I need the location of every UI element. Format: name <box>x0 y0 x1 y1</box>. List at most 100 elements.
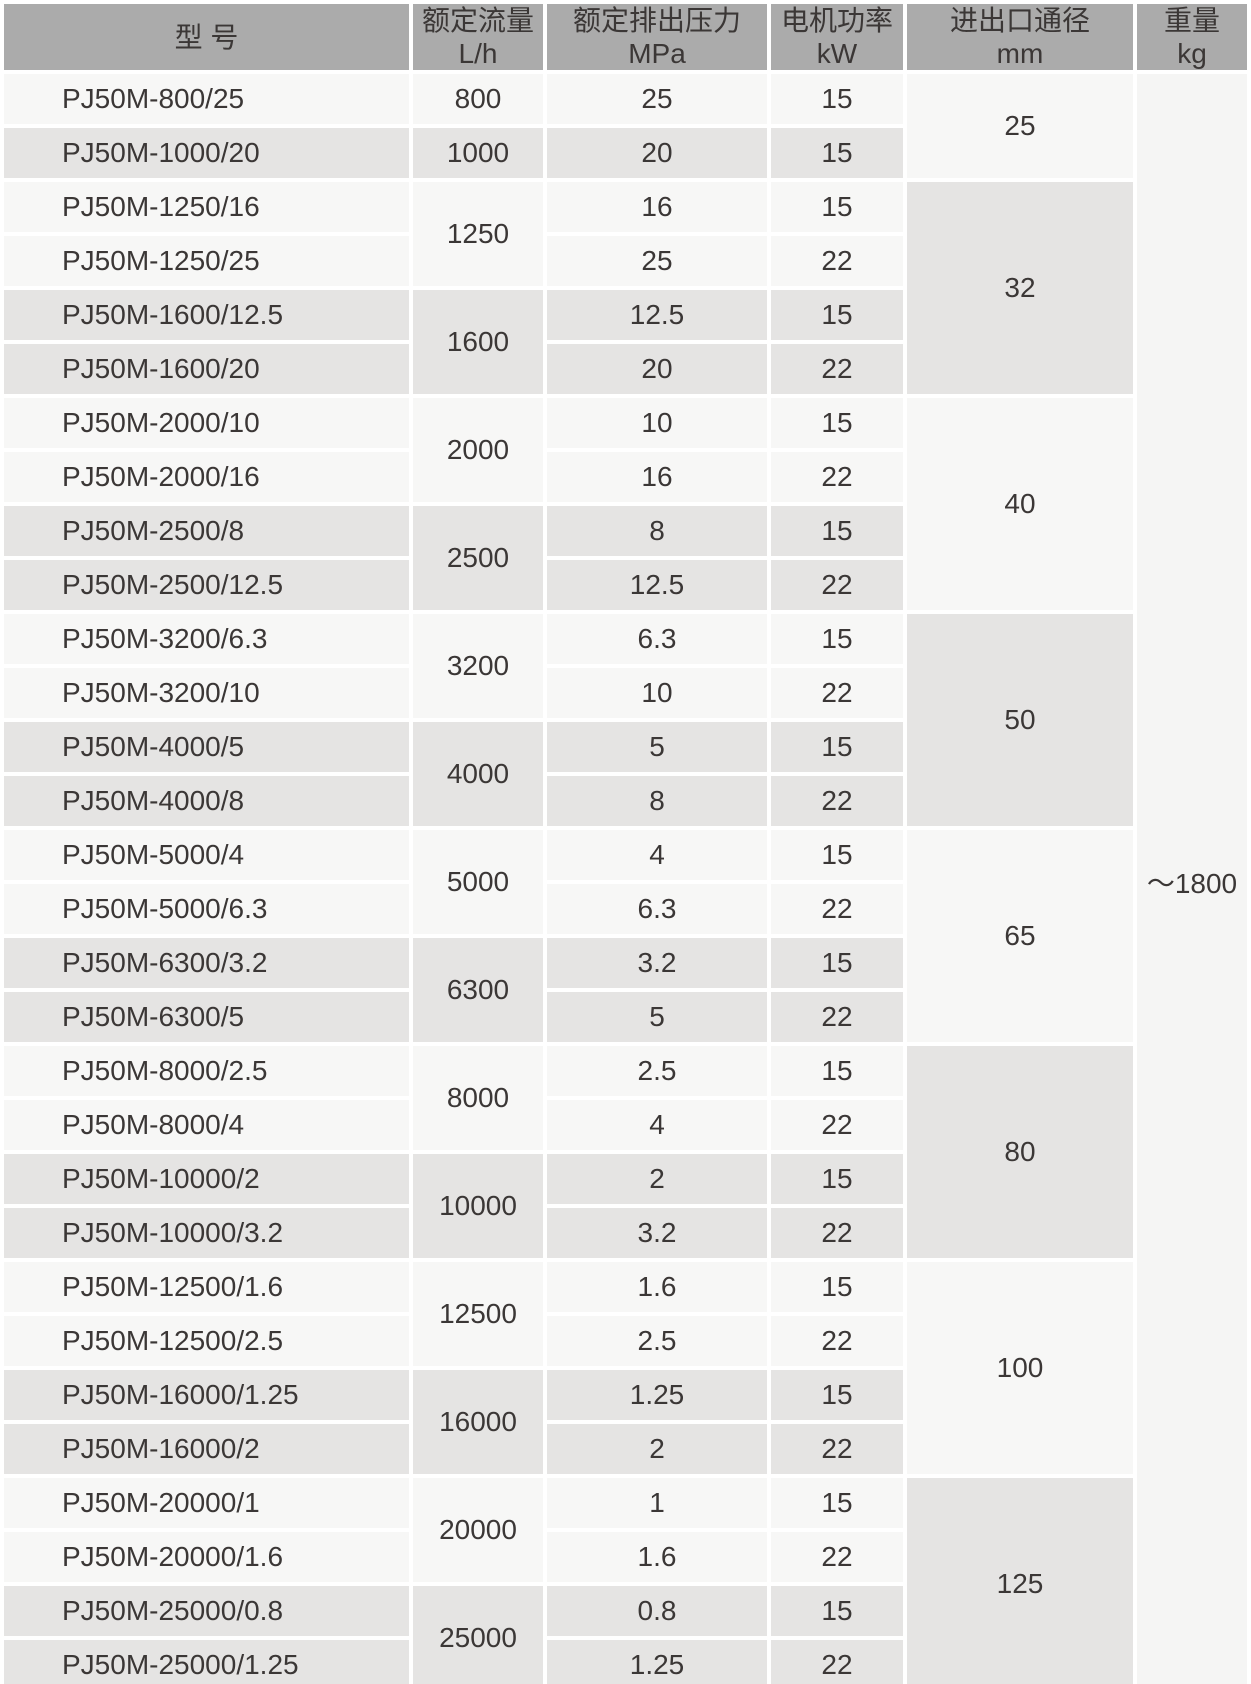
flow-cell: 10000 <box>413 1154 543 1259</box>
table-row: PJ50M-25000/0.8 25000 0.8 15 <box>4 1586 1247 1684</box>
pressure-cell: 1 <box>547 1478 767 1529</box>
table-row: PJ50M-3200/6.3 3200 6.3 15 50 <box>4 614 1247 827</box>
table-row: PJ50M-1600/20 20 22 <box>4 344 1247 395</box>
pressure-cell: 8 <box>547 506 767 557</box>
table-row: PJ50M-2000/10 2000 10 15 40 <box>4 398 1247 611</box>
flow-cell: 6300 <box>413 938 543 1043</box>
pressure-cell: 8 <box>547 776 767 827</box>
model-cell: PJ50M-20000/1 <box>4 1478 409 1529</box>
table-row: PJ50M-5000/6.3 6.3 22 <box>4 884 1247 935</box>
table-row: PJ50M-6300/3.2 6300 3.2 15 <box>4 938 1247 1043</box>
model-cell: PJ50M-1250/16 <box>4 182 409 233</box>
flow-cell: 5000 <box>413 830 543 935</box>
pressure-cell: 25 <box>547 236 767 287</box>
table-row: PJ50M-10000/2 10000 2 15 <box>4 1154 1247 1259</box>
header-power: 电机功率 kW <box>771 4 903 71</box>
power-cell: 22 <box>771 236 903 287</box>
header-flow-label: 额定流量 <box>421 5 534 36</box>
model-cell: PJ50M-20000/1.6 <box>4 1532 409 1583</box>
flow-cell: 800 <box>413 74 543 125</box>
power-cell: 15 <box>771 1154 903 1205</box>
header-flow-unit: L/h <box>458 38 498 70</box>
pressure-cell: 4 <box>547 830 767 881</box>
header-diameter-unit: mm <box>996 38 1044 70</box>
table-row: PJ50M-3200/10 10 22 <box>4 668 1247 719</box>
table-row: PJ50M-16000/1.25 16000 1.25 15 <box>4 1370 1247 1475</box>
model-cell: PJ50M-6300/5 <box>4 992 409 1043</box>
model-cell: PJ50M-1250/25 <box>4 236 409 287</box>
model-cell: PJ50M-10000/3.2 <box>4 1208 409 1259</box>
table-row: PJ50M-4000/5 4000 5 15 <box>4 722 1247 827</box>
model-cell: PJ50M-4000/8 <box>4 776 409 827</box>
pressure-cell: 2.5 <box>547 1316 767 1367</box>
power-cell: 15 <box>771 1586 903 1637</box>
table-row: PJ50M-10000/3.2 3.2 22 <box>4 1208 1247 1259</box>
header-pressure: 额定排出压力 MPa <box>547 4 767 71</box>
model-cell: PJ50M-12500/2.5 <box>4 1316 409 1367</box>
power-cell: 15 <box>771 506 903 557</box>
model-cell: PJ50M-6300/3.2 <box>4 938 409 989</box>
pressure-cell: 6.3 <box>547 614 767 665</box>
model-cell: PJ50M-2500/12.5 <box>4 560 409 611</box>
table-row: PJ50M-2000/16 16 22 <box>4 452 1247 503</box>
pressure-cell: 2.5 <box>547 1046 767 1097</box>
power-cell: 22 <box>771 668 903 719</box>
pressure-cell: 12.5 <box>547 290 767 341</box>
table-row: PJ50M-25000/1.25 1.25 22 <box>4 1640 1247 1684</box>
power-cell: 22 <box>771 1100 903 1151</box>
diameter-cell: 50 <box>907 614 1133 827</box>
power-cell: 15 <box>771 722 903 773</box>
power-cell: 22 <box>771 344 903 395</box>
pressure-cell: 3.2 <box>547 1208 767 1259</box>
power-cell: 22 <box>771 992 903 1043</box>
model-cell: PJ50M-4000/5 <box>4 722 409 773</box>
model-cell: PJ50M-1600/12.5 <box>4 290 409 341</box>
power-cell: 22 <box>771 560 903 611</box>
power-cell: 22 <box>771 1316 903 1367</box>
model-cell: PJ50M-3200/6.3 <box>4 614 409 665</box>
model-cell: PJ50M-2000/10 <box>4 398 409 449</box>
flow-cell: 25000 <box>413 1586 543 1684</box>
flow-cell: 20000 <box>413 1478 543 1583</box>
pressure-cell: 5 <box>547 992 767 1043</box>
flow-cell: 3200 <box>413 614 543 719</box>
header-diameter: 进出口通径 mm <box>907 4 1133 71</box>
pressure-cell: 16 <box>547 452 767 503</box>
power-cell: 15 <box>771 290 903 341</box>
pressure-cell: 2 <box>547 1424 767 1475</box>
pressure-cell: 6.3 <box>547 884 767 935</box>
diameter-cell: 25 <box>907 74 1133 179</box>
flow-cell: 2500 <box>413 506 543 611</box>
power-cell: 22 <box>771 1208 903 1259</box>
table-row: PJ50M-1250/25 25 22 <box>4 236 1247 287</box>
model-cell: PJ50M-16000/1.25 <box>4 1370 409 1421</box>
spec-table-body: PJ50M-800/25 800 25 15 25 ～1800 PJ50M-1000/20 1… <box>4 74 1247 1684</box>
flow-cell: 16000 <box>413 1370 543 1475</box>
model-cell: PJ50M-800/25 <box>4 74 409 125</box>
header-model: 型 号 <box>4 4 409 71</box>
model-cell: PJ50M-8000/4 <box>4 1100 409 1151</box>
header-model-label: 型 号 <box>174 21 239 53</box>
table-header: 型 号 额定流量 L/h 额定排出压力 MPa 电机功率 kW 进出口通径 mm <box>4 4 1247 71</box>
flow-cell: 2000 <box>413 398 543 503</box>
table-row: PJ50M-20000/1 20000 1 15 125 <box>4 1478 1247 1684</box>
pressure-cell: 0.8 <box>547 1586 767 1637</box>
pressure-cell: 3.2 <box>547 938 767 989</box>
header-weight-label: 重量 <box>1163 5 1220 36</box>
table-row: PJ50M-2500/12.5 12.5 22 <box>4 560 1247 611</box>
model-cell: PJ50M-2500/8 <box>4 506 409 557</box>
power-cell: 22 <box>771 1640 903 1684</box>
table-row: PJ50M-2500/8 2500 8 15 <box>4 506 1247 611</box>
power-cell: 22 <box>771 452 903 503</box>
pressure-cell: 20 <box>547 128 767 179</box>
table-row: PJ50M-1000/20 1000 20 15 <box>4 128 1247 179</box>
model-cell: PJ50M-1600/20 <box>4 344 409 395</box>
table-row: PJ50M-16000/2 2 22 <box>4 1424 1247 1475</box>
model-cell: PJ50M-12500/1.6 <box>4 1262 409 1313</box>
header-power-unit: kW <box>816 38 858 70</box>
model-cell: PJ50M-25000/1.25 <box>4 1640 409 1684</box>
power-cell: 15 <box>771 830 903 881</box>
pressure-cell: 20 <box>547 344 767 395</box>
pressure-cell: 10 <box>547 668 767 719</box>
